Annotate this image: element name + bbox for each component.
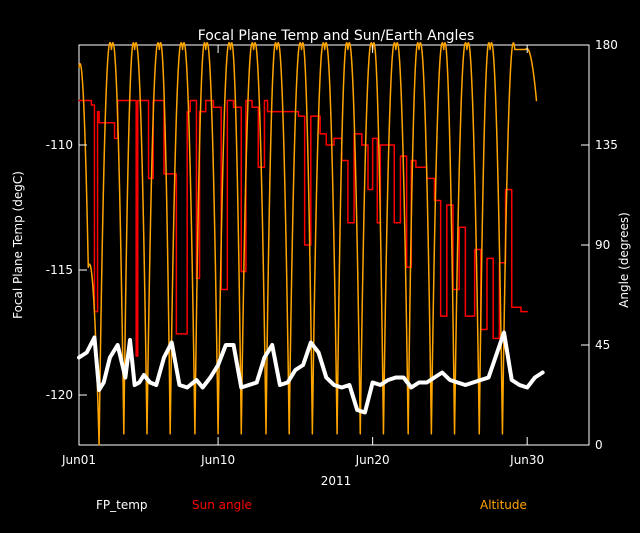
fp-temp-point	[133, 383, 137, 387]
y-tick-label-right: 180	[595, 38, 618, 52]
fp-temp-point	[309, 341, 313, 344]
x-tick-label: Jun30	[509, 453, 544, 467]
x-tick-label: Jun01	[61, 453, 96, 467]
fp-temp-point	[232, 343, 236, 347]
fp-temp-point	[262, 356, 266, 359]
fp-temp-point	[301, 363, 305, 367]
fp-temp-point	[123, 376, 127, 379]
y-tick-label-left: -120	[46, 388, 73, 402]
fp-temp-point	[541, 371, 545, 374]
fp-temp-point	[278, 383, 282, 387]
fp-temp-point	[170, 341, 174, 344]
y-axis-label-right: Angle (degrees)	[617, 212, 631, 308]
y-tick-label-right: 45	[595, 338, 610, 352]
fp-temp-point	[270, 343, 274, 347]
fp-temp-point	[108, 356, 112, 359]
fp-temp-point	[185, 386, 189, 389]
fp-temp-point	[317, 351, 321, 354]
fp-temp-point	[510, 378, 514, 382]
fp-temp-point	[525, 386, 529, 389]
fp-temp-point	[479, 378, 483, 382]
fp-temp-point	[340, 386, 344, 389]
fp-temp-point	[402, 376, 406, 379]
fp-temp-point	[247, 383, 251, 387]
fp-temp-point	[347, 383, 351, 387]
fp-temp-point	[154, 383, 158, 387]
fp-temp-point	[487, 376, 491, 379]
chart-title: Focal Plane Temp and Sun/Earth Angles	[198, 28, 475, 44]
fp-temp-point	[440, 371, 444, 374]
y-tick-label-right: 135	[595, 138, 618, 152]
y-tick-label-right: 90	[595, 238, 610, 252]
fp-temp-point	[432, 376, 436, 379]
x-tick-label: Jun10	[200, 453, 235, 467]
plot-area: Jun01 Jun10 Jun20 Jun30 -110 -115 -120 0 45 90 135…	[46, 38, 618, 467]
fp-temp-point	[378, 383, 382, 387]
axes-layer: Jun01 Jun10 Jun20 Jun30 -110 -115 -120 0 45 90 135…	[46, 38, 618, 467]
legend-item-sun-angle: Sun angle	[192, 498, 252, 512]
fp-temp-point	[363, 411, 367, 414]
fp-temp-point	[224, 343, 228, 347]
fp-temp-point	[502, 331, 506, 334]
fp-temp-point	[85, 351, 89, 354]
fp-temp-point	[517, 383, 521, 387]
y-tick-label-left: -115	[46, 263, 73, 277]
fp-temp-point	[216, 363, 220, 367]
fp-temp-point	[255, 381, 259, 384]
series-line-sun-angle	[78, 99, 528, 357]
y-tick-label-left: -110	[46, 138, 73, 152]
fp-temp-point	[137, 381, 141, 384]
fp-temp-point	[417, 381, 421, 384]
fp-temp-point	[494, 353, 498, 357]
fp-temp-point	[371, 381, 375, 384]
fp-temp-point	[471, 381, 475, 384]
legend-item-fp-temp: FP_temp	[96, 498, 148, 512]
fp-temp-point	[425, 381, 429, 384]
fp-temp-point	[332, 383, 336, 387]
fp-temp-point	[239, 386, 243, 389]
y-tick-label-right: 0	[595, 438, 603, 452]
fp-temp-point	[92, 336, 96, 339]
fp-temp-point	[394, 376, 398, 379]
fp-temp-point	[208, 376, 212, 379]
fp-temp-point	[177, 383, 181, 387]
legend-item-altitude: Altitude	[480, 498, 527, 512]
series-layer	[77, 42, 545, 446]
fp-temp-point	[448, 378, 452, 382]
fp-temp-point	[201, 386, 205, 389]
fp-temp-point	[162, 356, 166, 359]
fp-temp-point	[324, 376, 328, 379]
series-line-fp-temp	[77, 330, 545, 415]
fp-temp-point	[463, 383, 467, 387]
fp-temp-point	[128, 338, 132, 342]
fp-temp-point	[194, 378, 198, 382]
series-line-altitude	[78, 42, 538, 446]
x-axis-label: 2011	[321, 474, 352, 488]
fp-temp-point	[355, 408, 359, 412]
fp-temp-point	[286, 381, 290, 384]
fp-temp-point	[533, 376, 537, 379]
fp-temp-point	[142, 373, 146, 377]
fp-temp-point	[97, 388, 101, 392]
fp-temp-point	[102, 381, 106, 384]
fp-temp-point	[409, 386, 413, 389]
y-axis-label-left: Focal Plane Temp (degC)	[11, 171, 25, 319]
fp-temp-point	[148, 381, 152, 384]
fp-temp-point	[386, 378, 390, 382]
fp-temp-point	[456, 381, 460, 384]
fp-temp-point	[77, 356, 81, 359]
fp-temp-point	[116, 343, 120, 347]
fp-temp-point	[293, 368, 297, 372]
x-tick-label: Jun20	[355, 453, 390, 467]
